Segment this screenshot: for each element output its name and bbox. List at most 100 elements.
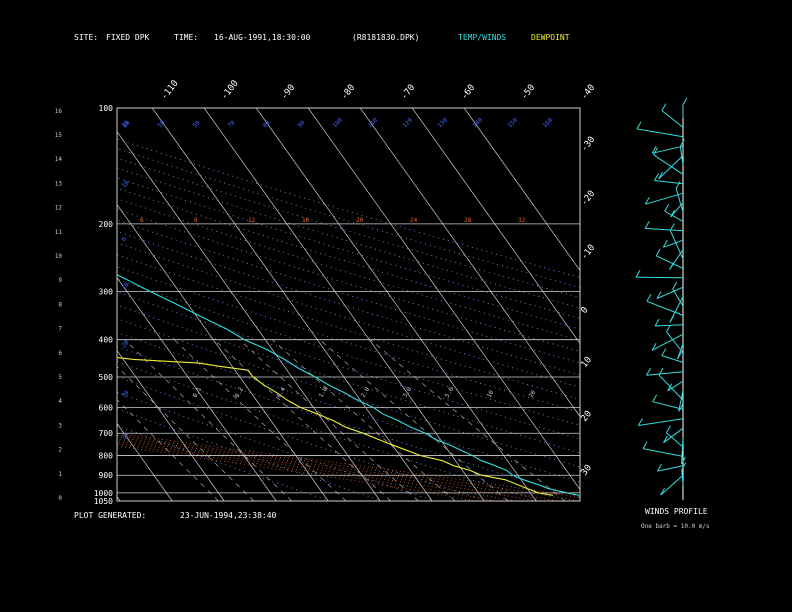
isotherm-line	[117, 130, 381, 501]
height-tick-label: 1	[58, 471, 62, 478]
isotherm-line	[117, 422, 173, 501]
dewpoint-line	[117, 356, 554, 496]
height-tick-label: 9	[58, 277, 62, 284]
isotherm-line	[307, 108, 580, 491]
wind-barb-flag	[636, 121, 642, 130]
wind-barb-flag	[664, 203, 670, 212]
mixing-ratio-label: 20	[528, 389, 538, 399]
mixing-left-label: 20	[120, 339, 130, 349]
isotherm-line	[117, 349, 225, 501]
wind-barb	[675, 188, 684, 213]
wind-barb	[661, 355, 684, 363]
height-tick-label: 5	[58, 374, 62, 381]
wind-barb	[669, 230, 684, 260]
time-value: 16-AUG-1991,18:30:00	[214, 33, 311, 42]
theta-e-label: 24	[410, 217, 418, 224]
wind-barb	[658, 155, 684, 180]
wind-barb-flag	[652, 394, 658, 402]
mixing-top-label: 80	[261, 119, 271, 129]
dry-adiabat-line	[117, 266, 580, 413]
height-tick-label: 3	[58, 422, 62, 429]
right-temp-label: 0	[579, 305, 590, 315]
isotherm-line	[117, 203, 329, 501]
wind-barb-flag	[667, 383, 673, 391]
pressure-tick-label: 600	[99, 403, 114, 412]
height-tick-label: 15	[55, 132, 63, 139]
height-tick-label: 4	[58, 398, 62, 405]
dry-adiabat-line	[117, 157, 580, 298]
height-tick-label: 0	[58, 495, 62, 502]
dry-adiabat-line	[117, 331, 580, 483]
pressure-tick-label: 100	[99, 104, 114, 113]
mixing-top-label: 70	[226, 119, 236, 129]
mixing-ratio-line	[117, 365, 255, 501]
wind-barb	[663, 427, 684, 444]
generated-label: PLOT GENERATED:	[74, 511, 146, 520]
isotherm-line	[117, 276, 277, 501]
wind-barb-flag	[675, 181, 681, 189]
isotherm-line	[359, 108, 580, 418]
pressure-tick-label: 400	[99, 336, 114, 345]
theta-e-label: 16	[302, 217, 310, 224]
wind-barb-flag	[661, 103, 667, 111]
wind-barb-flag	[661, 348, 667, 356]
wind-barb-flag	[658, 367, 664, 376]
theta-e-label: 32	[518, 217, 526, 224]
wind-barb-flag	[646, 368, 651, 376]
pressure-tick-label: 1050	[94, 497, 113, 506]
wind-barb	[651, 333, 684, 351]
wind-barb	[646, 300, 684, 316]
theta-e-label: 6	[140, 217, 144, 224]
winds-barb-note: One barb = 10.0 m/s	[641, 523, 710, 530]
dry-adiabat-line	[117, 187, 580, 330]
pressure-tick-label: 500	[99, 373, 114, 382]
plot-frame	[116, 107, 581, 502]
wind-barb-flag	[653, 147, 659, 156]
mixing-ratio-line	[272, 339, 456, 501]
isotherm-line	[463, 108, 580, 272]
mixing-ratio-line	[370, 339, 566, 501]
wind-barb-flag	[658, 171, 664, 180]
pressure-tick-label: 700	[99, 429, 114, 438]
pressure-tick-label: 300	[99, 288, 114, 297]
wind-barb-flag	[657, 463, 662, 472]
wind-barb	[679, 146, 684, 166]
mixing-top-label: 50	[191, 119, 201, 129]
profiles	[117, 274, 580, 496]
mixing-ratio-line	[239, 339, 419, 501]
wind-barb	[652, 401, 684, 410]
wind-barb-flag	[681, 462, 687, 470]
wind-barb	[658, 374, 684, 401]
time-label: TIME:	[174, 33, 198, 42]
height-tick-label: 10	[55, 253, 63, 260]
mixing-left-label: 10	[120, 179, 130, 189]
site-value: FIXED DPK	[106, 33, 150, 42]
legend-dewpoint: DEWPOINT	[531, 33, 570, 42]
wind-barb	[643, 448, 684, 457]
moist-adiabat-line	[117, 443, 495, 501]
wind-barb	[655, 255, 684, 269]
wind-barb	[638, 418, 684, 426]
wind-barb-flag	[669, 315, 675, 323]
pressure-tick-label: 900	[99, 471, 114, 480]
mixing-left-label: 35	[120, 431, 130, 441]
wind-barb	[660, 474, 684, 496]
height-tick-label: 6	[58, 350, 62, 357]
isotherm-line	[255, 108, 537, 501]
height-tick-label: 11	[55, 229, 63, 236]
wind-barb-flag	[646, 294, 652, 302]
mixing-ratio-label: 2.0	[360, 386, 372, 399]
wind-barb-flag	[651, 146, 657, 154]
dry-adiabat-line	[117, 346, 580, 498]
theta-e-label: 8	[194, 217, 198, 224]
mixing-ratio-label: 5.0	[444, 386, 456, 399]
site-label: SITE:	[74, 33, 98, 42]
wind-barb-flag	[679, 139, 685, 147]
isotherm-line	[151, 108, 433, 501]
wind-barb-flag	[660, 487, 666, 496]
wind-barb-flag	[672, 281, 678, 290]
height-tick-label: 13	[55, 180, 63, 187]
temperature-line	[117, 274, 580, 496]
